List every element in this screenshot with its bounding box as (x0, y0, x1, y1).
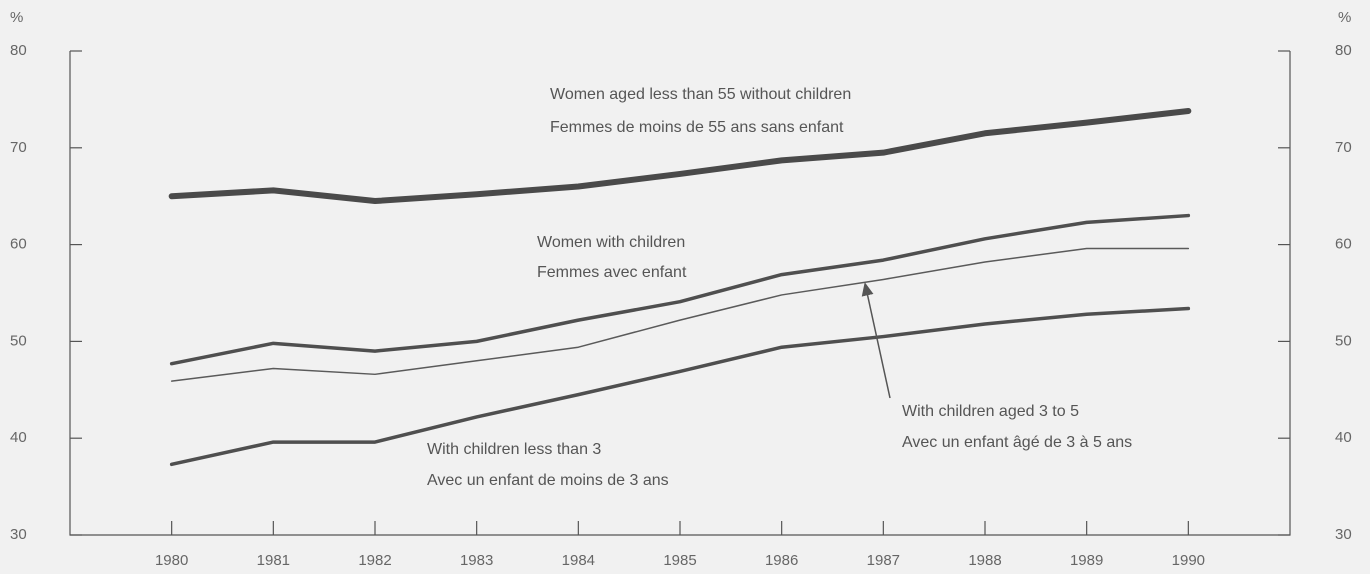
y2-tick-label: 70 (1335, 139, 1352, 156)
y2-tick-label: 50 (1335, 332, 1352, 349)
series-label-fr: Avec un enfant âgé de 3 à 5 ans (902, 434, 1132, 451)
series-label: Women with children (537, 234, 685, 251)
x-tick-label: 1980 (155, 552, 188, 569)
y-tick-label: 80 (10, 42, 27, 59)
x-tick-label: 1987 (867, 552, 900, 569)
series-label-fr: Femmes de moins de 55 ans sans enfant (550, 119, 844, 136)
series-line (168, 108, 1192, 205)
y-tick-label: 60 (10, 236, 27, 253)
y2-unit: % (1338, 9, 1351, 26)
x-tick-label: 1986 (765, 552, 798, 569)
y2-tick-label: 40 (1335, 429, 1352, 446)
x-tick-label: 1988 (968, 552, 1001, 569)
series-label: With children aged 3 to 5 (902, 403, 1079, 420)
x-tick-label: 1984 (562, 552, 595, 569)
annotation-arrow (861, 282, 891, 399)
series-label-fr: Femmes avec enfant (537, 264, 687, 281)
series-label: With children less than 3 (427, 441, 601, 458)
x-tick-label: 1981 (257, 552, 290, 569)
x-tick-label: 1985 (663, 552, 696, 569)
y-tick-label: 50 (10, 332, 27, 349)
y2-tick-label: 80 (1335, 42, 1352, 59)
y-tick-label: 40 (10, 429, 27, 446)
series-line (169, 213, 1191, 366)
series-line (170, 247, 1190, 382)
series-label: Women aged less than 55 without children (550, 86, 851, 103)
x-tick-label: 1982 (358, 552, 391, 569)
x-tick-label: 1989 (1070, 552, 1103, 569)
y2-tick-label: 30 (1335, 526, 1352, 543)
x-tick-label: 1983 (460, 552, 493, 569)
x-tick-label: 1990 (1172, 552, 1205, 569)
y2-tick-label: 60 (1335, 236, 1352, 253)
y-tick-label: 30 (10, 526, 27, 543)
series-label-fr: Avec un enfant de moins de 3 ans (427, 472, 669, 489)
y-tick-label: 70 (10, 139, 27, 156)
series-line (169, 306, 1191, 467)
y-unit: % (10, 9, 23, 26)
